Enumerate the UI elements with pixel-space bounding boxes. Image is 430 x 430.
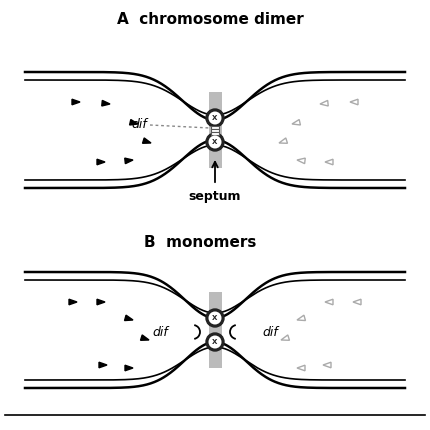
Circle shape <box>206 133 224 151</box>
Text: X: X <box>212 339 218 345</box>
FancyBboxPatch shape <box>209 292 221 368</box>
Polygon shape <box>323 362 331 368</box>
Polygon shape <box>97 159 105 165</box>
Text: X: X <box>212 115 218 121</box>
Polygon shape <box>125 315 133 320</box>
Polygon shape <box>292 120 301 125</box>
Circle shape <box>206 309 224 327</box>
Polygon shape <box>141 335 149 340</box>
Polygon shape <box>297 158 305 164</box>
Text: A  chromosome dimer: A chromosome dimer <box>117 12 304 27</box>
Polygon shape <box>102 101 110 106</box>
Polygon shape <box>97 299 105 305</box>
Text: X: X <box>212 315 218 321</box>
Text: B  monomers: B monomers <box>144 235 256 250</box>
Text: X: X <box>212 139 218 145</box>
Polygon shape <box>99 362 107 368</box>
Polygon shape <box>353 299 361 305</box>
Polygon shape <box>297 365 305 371</box>
Circle shape <box>209 135 221 148</box>
Polygon shape <box>281 335 289 340</box>
Polygon shape <box>325 299 333 305</box>
Text: dif: dif <box>262 326 278 338</box>
Text: dif: dif <box>152 326 168 338</box>
Polygon shape <box>297 315 305 320</box>
FancyBboxPatch shape <box>211 126 219 129</box>
Circle shape <box>209 311 221 325</box>
Polygon shape <box>69 299 77 305</box>
FancyBboxPatch shape <box>211 129 219 132</box>
Polygon shape <box>125 158 133 164</box>
Polygon shape <box>320 101 328 106</box>
FancyBboxPatch shape <box>209 92 221 168</box>
Polygon shape <box>142 138 151 143</box>
Text: dif: dif <box>131 119 147 132</box>
Circle shape <box>209 335 221 348</box>
Text: septum: septum <box>189 190 241 203</box>
Polygon shape <box>129 120 138 125</box>
Circle shape <box>209 111 221 125</box>
FancyBboxPatch shape <box>211 132 219 135</box>
Polygon shape <box>325 159 333 165</box>
Polygon shape <box>279 138 288 143</box>
Polygon shape <box>125 365 133 371</box>
Circle shape <box>206 109 224 127</box>
Polygon shape <box>350 99 358 105</box>
Circle shape <box>206 333 224 351</box>
Polygon shape <box>72 99 80 105</box>
